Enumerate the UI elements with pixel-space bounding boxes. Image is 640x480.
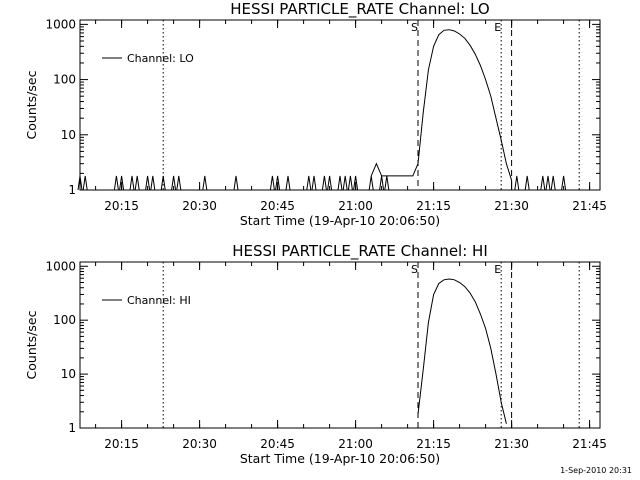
plot-frame (79, 261, 601, 429)
x-tick-label: 20:30 (182, 437, 217, 451)
background-spike (269, 175, 275, 191)
x-tick-label: 21:15 (416, 199, 451, 213)
legend-label: Channel: LO (127, 52, 194, 65)
y-tick-label: 1000 (45, 17, 76, 31)
background-spike (514, 175, 520, 191)
legend-label: Channel: HI (127, 294, 191, 307)
x-tick-label: 20:15 (104, 199, 139, 213)
x-tick-label: 20:30 (182, 199, 217, 213)
background-spike (368, 175, 374, 191)
y-tick-label: 100 (53, 313, 76, 327)
marker-label: S (411, 263, 418, 276)
background-spike (176, 175, 182, 191)
background-spike (342, 175, 348, 191)
series-line (417, 278, 507, 424)
y-tick-label: 1 (68, 183, 76, 197)
x-axis-label: Start Time (19-Apr-10 20:06:50) (240, 213, 440, 228)
marker-label: E (494, 263, 501, 276)
y-axis-label: Counts/sec (24, 310, 39, 379)
background-spike (160, 175, 166, 191)
background-spike (77, 175, 83, 191)
background-spike (285, 175, 291, 191)
background-spike (119, 175, 125, 191)
x-tick-label: 21:30 (494, 437, 529, 451)
chart-panel-lo: HESSI PARTICLE_RATE Channel: LO Counts/se… (24, 0, 607, 228)
background-spike (233, 175, 239, 191)
background-spike (82, 175, 88, 191)
y-tick-label: 10 (61, 367, 76, 381)
background-spike (384, 175, 390, 191)
background-spike (145, 175, 151, 191)
background-spike (327, 175, 333, 191)
background-spike (134, 175, 140, 191)
background-spike (353, 175, 359, 191)
background-spike (311, 175, 317, 191)
background-spike (337, 175, 343, 191)
x-tick-label: 20:45 (260, 199, 295, 213)
background-spike (540, 175, 546, 191)
x-tick-label: 21:00 (338, 199, 373, 213)
marker-label: S (411, 21, 418, 34)
x-tick-label: 21:45 (572, 199, 607, 213)
background-spike (561, 175, 567, 191)
y-tick-label: 1 (68, 421, 76, 435)
background-spike (113, 175, 119, 191)
y-tick-label: 100 (53, 73, 76, 87)
chart-title: HESSI PARTICLE_RATE Channel: LO (230, 0, 489, 19)
background-spike (321, 175, 327, 191)
background-spike (129, 175, 135, 191)
background-spike (347, 175, 353, 191)
y-tick-label: 1000 (45, 259, 76, 273)
background-spike (150, 175, 156, 191)
x-tick-label: 21:00 (338, 437, 373, 451)
background-spike (524, 175, 530, 191)
background-spike (550, 175, 556, 191)
background-spike (275, 175, 281, 191)
x-axis-label: Start Time (19-Apr-10 20:06:50) (240, 451, 440, 466)
background-spike (545, 175, 551, 191)
plot-frame (79, 19, 601, 191)
y-tick-label: 10 (61, 128, 76, 142)
series-line (370, 29, 513, 181)
background-spike (171, 175, 177, 191)
marker-label: E (494, 21, 501, 34)
chart-panel-hi: HESSI PARTICLE_RATE Channel: HI Counts/se… (24, 242, 607, 466)
x-tick-label: 21:15 (416, 437, 451, 451)
timestamp-stamp: 1-Sep-2010 20:31 (560, 466, 632, 475)
chart-title: HESSI PARTICLE_RATE Channel: HI (232, 242, 488, 261)
background-spike (202, 175, 208, 191)
background-spike (306, 175, 312, 191)
x-tick-label: 20:45 (260, 437, 295, 451)
x-tick-label: 21:45 (572, 437, 607, 451)
x-tick-label: 21:30 (494, 199, 529, 213)
y-axis-label: Counts/sec (24, 70, 39, 139)
x-tick-label: 20:15 (104, 437, 139, 451)
